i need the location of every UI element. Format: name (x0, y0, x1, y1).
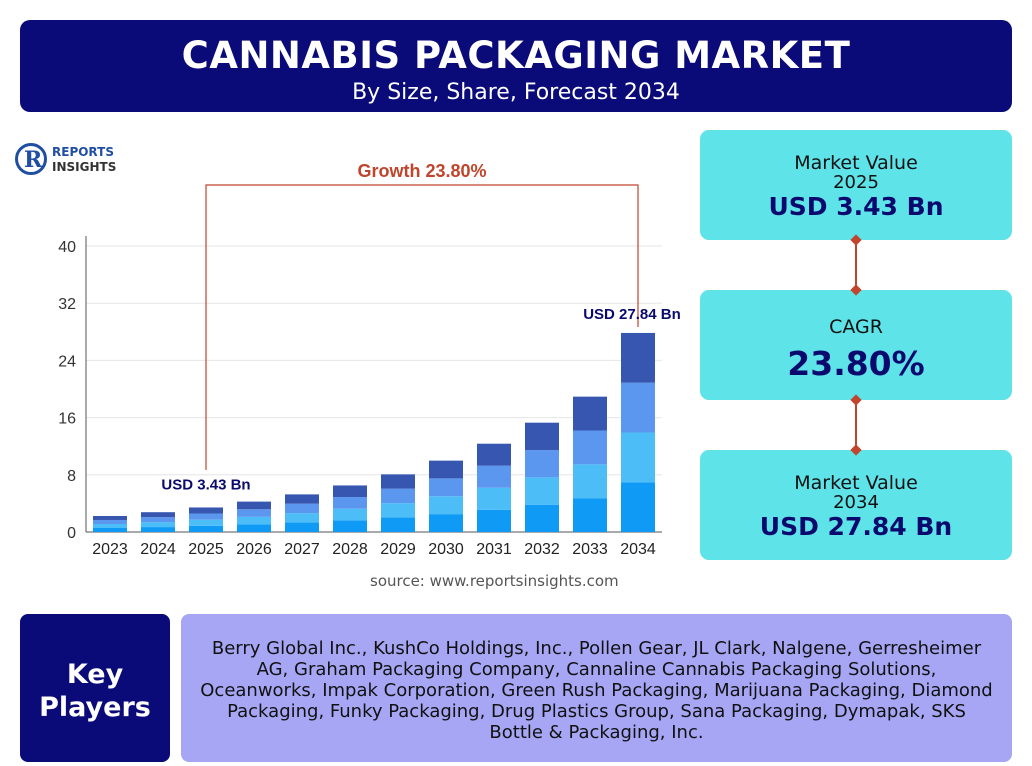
key-players-heading-line2: Players (39, 692, 151, 723)
bar-segment-2030-s1 (429, 514, 463, 532)
bar-segment-2025-s2 (189, 519, 223, 526)
x-tick-label: 2023 (92, 541, 128, 558)
x-tick-label: 2030 (428, 541, 464, 558)
bar-segment-2034-s3 (621, 382, 655, 433)
bar-segment-2028-s2 (333, 508, 367, 521)
bar-segment-2027-s1 (285, 522, 319, 532)
bar-segment-2032-s1 (525, 504, 559, 532)
header-banner: CANNABIS PACKAGING MARKET By Size, Share… (20, 20, 1012, 112)
x-tick-label: 2027 (284, 541, 320, 558)
y-tick-label: 40 (58, 239, 76, 256)
bar-segment-2032-s2 (525, 477, 559, 505)
bar-segment-2029-s3 (381, 488, 415, 504)
bar-segment-2028-s4 (333, 485, 367, 498)
x-tick-label: 2026 (236, 541, 272, 558)
bar-segment-2034-s2 (621, 432, 655, 483)
page-subtitle: By Size, Share, Forecast 2034 (352, 80, 680, 105)
card-label: Market Value (794, 472, 918, 494)
bar-segment-2033-s4 (573, 396, 607, 431)
card-label: Market Value (794, 152, 918, 174)
x-tick-label: 2025 (188, 541, 224, 558)
end-value-label: USD 27.84 Bn (583, 306, 681, 323)
bar-segment-2030-s3 (429, 478, 463, 497)
y-tick-label: 32 (58, 296, 76, 313)
market-value-2025-card: Market Value 2025 USD 3.43 Bn (700, 130, 1012, 240)
y-tick-label: 24 (58, 353, 76, 370)
bar-segment-2025-s4 (189, 507, 223, 514)
x-tick-label: 2034 (620, 541, 656, 558)
x-tick-label: 2024 (140, 541, 176, 558)
bar-segment-2033-s1 (573, 498, 607, 532)
bar-segment-2023-s2 (93, 523, 127, 528)
bar-segment-2030-s2 (429, 496, 463, 515)
card-value: USD 3.43 Bn (768, 192, 944, 221)
key-players-heading-line1: Key (66, 659, 124, 690)
card-connector (855, 240, 857, 290)
card-year: 2025 (833, 172, 879, 193)
bar-segment-2026-s1 (237, 524, 271, 532)
x-tick-label: 2033 (572, 541, 608, 558)
x-tick-label: 2028 (332, 541, 368, 558)
bar-segment-2029-s1 (381, 517, 415, 532)
bar-segment-2029-s2 (381, 503, 415, 518)
logo-mark: R (15, 143, 47, 175)
bar-segment-2023-s1 (93, 527, 127, 532)
bar-segment-2030-s4 (429, 460, 463, 479)
growth-bracket (205, 184, 639, 470)
y-tick-label: 0 (67, 525, 76, 542)
bar-segment-2028-s3 (333, 497, 367, 509)
logo-mark-letter: R (24, 147, 43, 173)
bar-segment-2034-s1 (621, 482, 655, 532)
logo-text-line1: REPORTS (52, 145, 114, 159)
card-year: 2034 (833, 492, 879, 513)
market-bar-chart: 0 8 16 24 32 40 2023 2024 2025 2026 2027 2028 2029 20… (58, 161, 681, 558)
y-tick-label: 16 (58, 411, 76, 428)
logo-text-line2: INSIGHTS (52, 160, 117, 174)
key-players-list: Berry Global Inc., KushCo Holdings, Inc.… (181, 614, 1012, 762)
bar-segment-2027-s3 (285, 503, 319, 514)
key-players-heading: Key Players (20, 614, 170, 762)
card-connector (855, 400, 857, 450)
bar-segment-2025-s1 (189, 525, 223, 532)
bar-segment-2023-s4 (93, 515, 127, 520)
bar-segment-2026-s2 (237, 516, 271, 525)
bar-segment-2026-s4 (237, 501, 271, 510)
reports-insights-logo: R REPORTS INSIGHTS (15, 143, 125, 179)
card-value: 23.80% (787, 344, 925, 383)
y-tick-label: 8 (67, 468, 76, 485)
bar-segment-2024-s2 (141, 522, 175, 528)
bar-segment-2024-s1 (141, 527, 175, 532)
bar-segment-2034-s4 (621, 332, 655, 383)
bar-segment-2031-s2 (477, 487, 511, 510)
bar-segment-2031-s4 (477, 443, 511, 466)
bar-segment-2031-s3 (477, 465, 511, 488)
market-value-2034-card: Market Value 2034 USD 27.84 Bn (700, 450, 1012, 560)
card-label: CAGR (829, 316, 883, 338)
bar-segment-2024-s4 (141, 512, 175, 518)
bar-segment-2027-s2 (285, 513, 319, 523)
card-value: USD 27.84 Bn (759, 512, 953, 541)
bar-segment-2026-s3 (237, 509, 271, 517)
bar-segment-2033-s3 (573, 430, 607, 465)
x-tick-label: 2032 (524, 541, 560, 558)
bar-segment-2031-s1 (477, 509, 511, 532)
bar-segment-2023-s3 (93, 519, 127, 524)
cagr-card: CAGR 23.80% (700, 290, 1012, 400)
bar-segment-2029-s4 (381, 474, 415, 489)
start-value-label: USD 3.43 Bn (161, 476, 250, 493)
bar-segment-2028-s1 (333, 520, 367, 532)
bar-segment-2027-s4 (285, 494, 319, 504)
source-note: source: www.reportsinsights.com (370, 572, 619, 590)
page-title: CANNABIS PACKAGING MARKET (181, 34, 851, 77)
x-tick-label: 2031 (476, 541, 512, 558)
growth-label: Growth 23.80% (357, 161, 486, 181)
bar-segment-2025-s3 (189, 513, 223, 520)
x-tick-label: 2029 (380, 541, 416, 558)
bar-segment-2032-s4 (525, 422, 559, 451)
bar-segment-2032-s3 (525, 450, 559, 478)
bar-segment-2024-s3 (141, 517, 175, 523)
bar-segment-2033-s2 (573, 464, 607, 499)
